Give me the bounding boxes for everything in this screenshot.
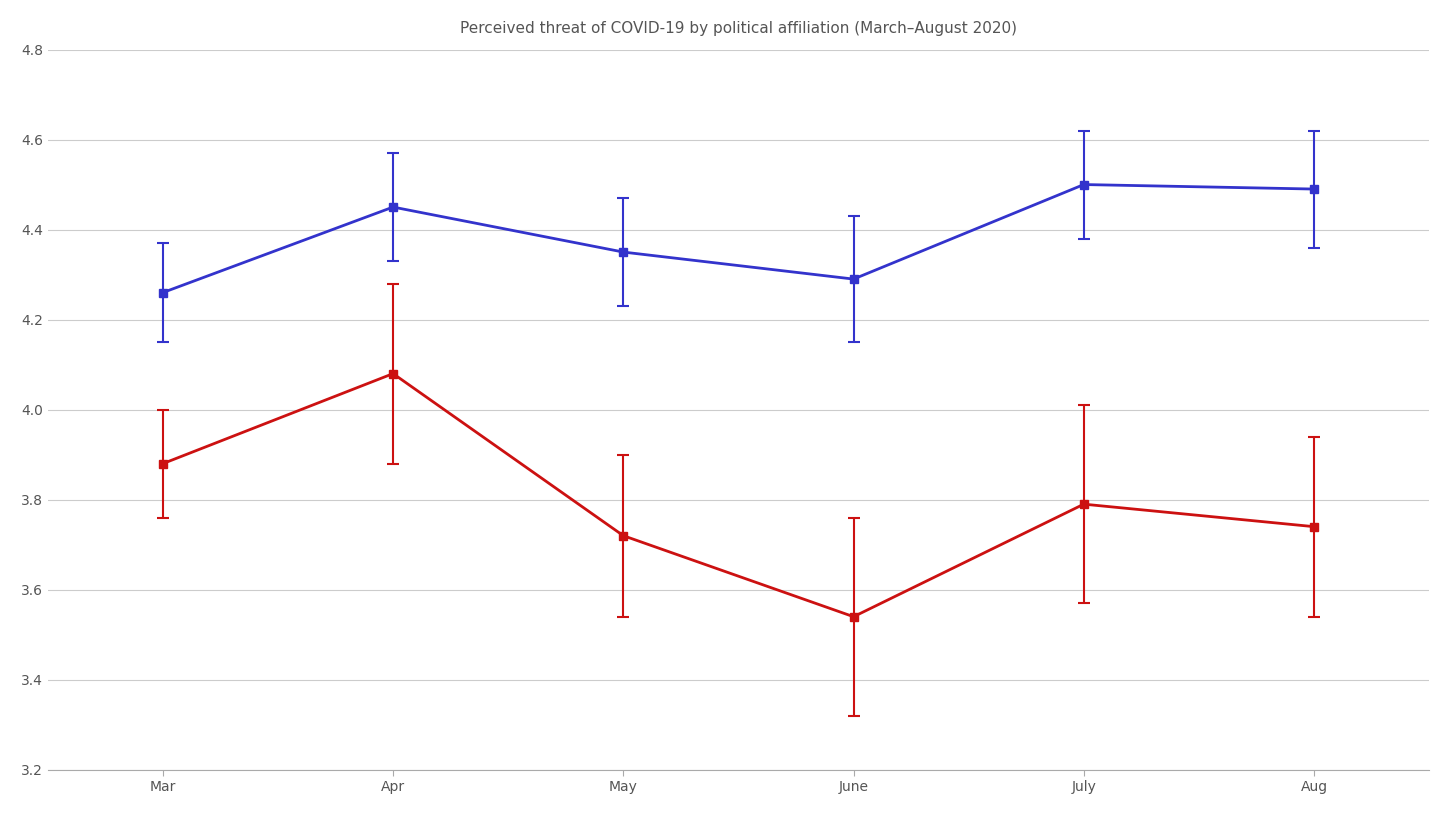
Title: Perceived threat of COVID-19 by political affiliation (March–August 2020): Perceived threat of COVID-19 by politica… — [460, 21, 1016, 36]
